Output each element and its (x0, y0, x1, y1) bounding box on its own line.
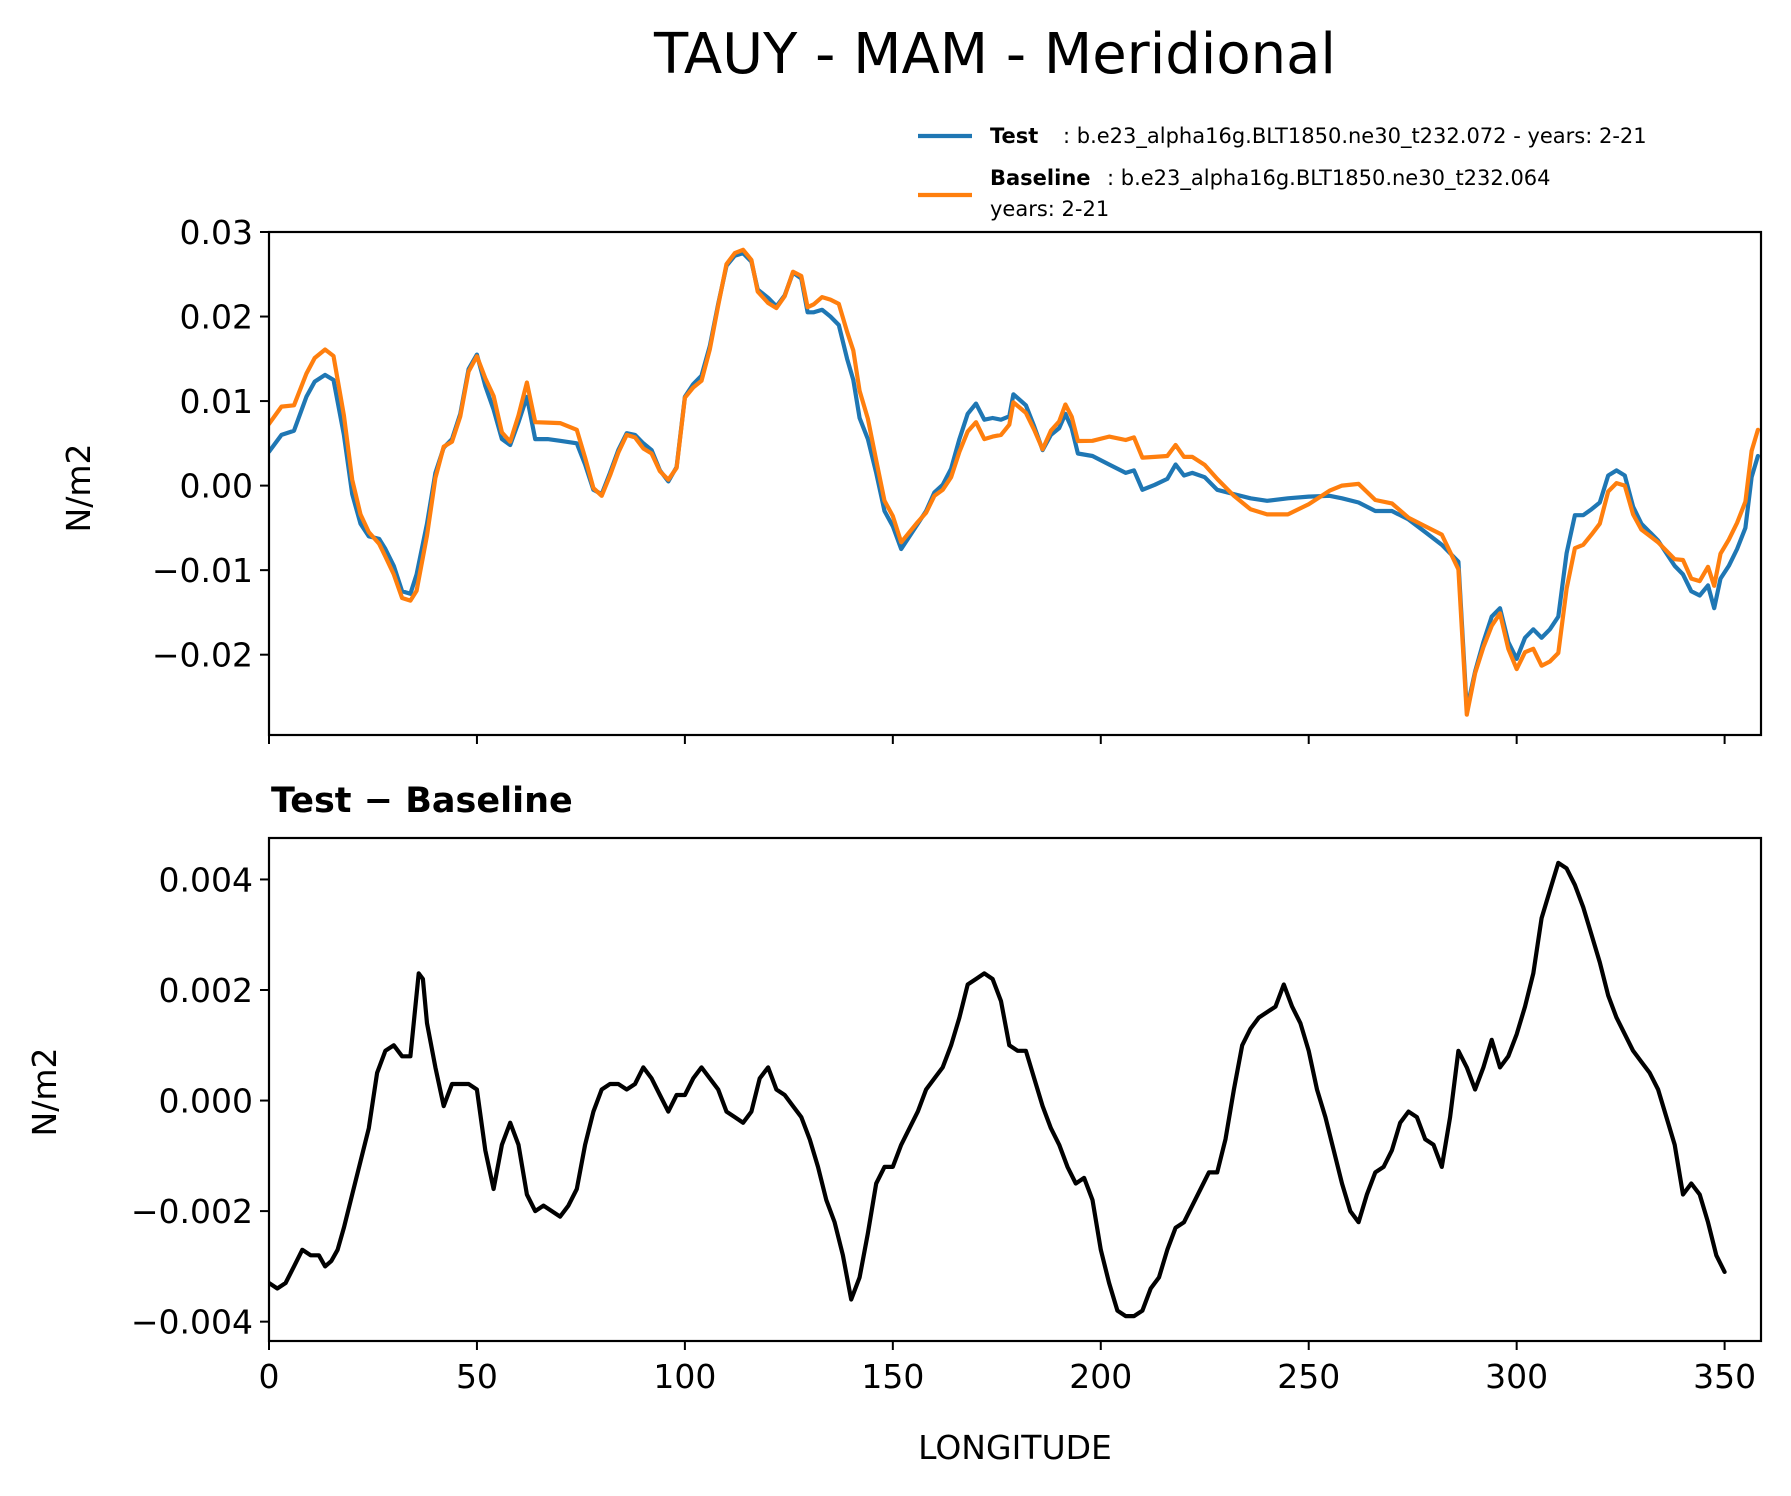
legend-label-test-name: Test (990, 124, 1038, 148)
top-y-tick-label: 0.01 (180, 382, 253, 421)
bottom-x-tick-label: 300 (1485, 1357, 1548, 1396)
legend-label-baseline-years: years: 2-21 (990, 197, 1109, 221)
bottom-x-tick-label: 250 (1277, 1357, 1340, 1396)
top-x-ticks (268, 735, 1726, 744)
bottom-x-tick-label: 150 (861, 1357, 924, 1396)
test-series-line (269, 251, 1760, 712)
chart-title: TAUY - MAM - Meridional (653, 22, 1336, 87)
bottom-plot-panel: Test − Baseline N/m2 −0.004 −0.002 0.000 0.… (25, 781, 1763, 1467)
legend-label-test-description: : b.e23_alpha16g.BLT1850.ne30_t232.072 -… (1063, 124, 1647, 149)
x-axis-label: LONGITUDE (918, 1428, 1112, 1467)
top-plot-panel: N/m2 −0.02 −0.01 0.00 0.01 0.02 0.03 (59, 213, 1763, 744)
top-y-tick-label: 0.00 (180, 467, 253, 506)
top-y-axis-label: N/m2 (59, 444, 98, 533)
bottom-series-lines (269, 860, 1727, 1319)
top-series-lines (269, 247, 1760, 717)
legend: Test : b.e23_alpha16g.BLT1850.ne30_t232.… (918, 124, 1647, 221)
legend-label-baseline-name: Baseline (990, 166, 1091, 190)
bottom-y-tick-label: −0.004 (131, 1303, 253, 1342)
legend-label-baseline-description: : b.e23_alpha16g.BLT1850.ne30_t232.064 (1107, 166, 1551, 191)
top-y-tick-label: −0.01 (152, 551, 253, 590)
difference-subtitle: Test − Baseline (271, 781, 573, 821)
bottom-y-axis-label: N/m2 (25, 1048, 64, 1137)
bottom-x-tick-label: 200 (1069, 1357, 1132, 1396)
difference-series-line (269, 860, 1727, 1319)
bottom-y-tick-label: 0.004 (159, 860, 253, 899)
top-y-ticks: −0.02 −0.01 0.00 0.01 0.02 0.03 (152, 213, 269, 675)
bottom-axes-frame (267, 836, 1763, 1343)
bottom-y-ticks: −0.004 −0.002 0.000 0.002 0.004 (131, 860, 269, 1342)
bottom-x-tick-label: 350 (1693, 1357, 1756, 1396)
bottom-y-tick-label: 0.000 (159, 1082, 253, 1121)
top-y-tick-label: −0.02 (152, 636, 253, 675)
bottom-y-tick-label: 0.002 (159, 971, 253, 1010)
bottom-x-tick-label: 0 (259, 1357, 280, 1396)
bottom-x-tick-label: 50 (456, 1357, 498, 1396)
bottom-x-tick-label: 100 (653, 1357, 716, 1396)
bottom-y-tick-label: −0.002 (131, 1192, 253, 1231)
top-y-tick-label: 0.02 (180, 298, 253, 337)
top-axes-frame (267, 230, 1763, 737)
bottom-x-ticks: 0 50 100 150 200 250 300 350 (259, 1341, 1756, 1396)
top-y-tick-label: 0.03 (180, 213, 253, 252)
baseline-series-line (269, 247, 1760, 717)
